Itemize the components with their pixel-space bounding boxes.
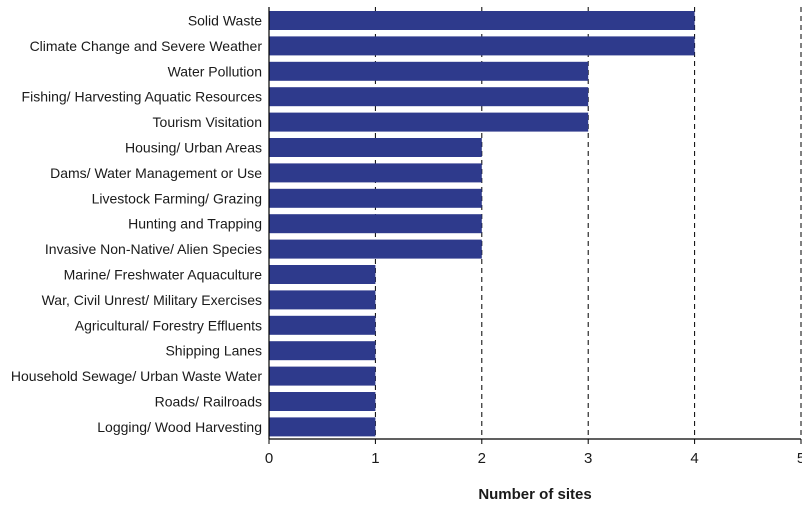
x-axis-title: Number of sites bbox=[478, 486, 591, 503]
category-label: Solid Waste bbox=[188, 13, 262, 29]
x-tick-label: 4 bbox=[690, 450, 698, 467]
x-tick-label: 0 bbox=[265, 450, 273, 467]
x-tick-label: 5 bbox=[797, 450, 802, 467]
bar bbox=[269, 36, 695, 56]
bar bbox=[269, 163, 482, 183]
category-labels: Solid Waste Climate Change and Severe Wea… bbox=[11, 13, 262, 435]
category-label: Tourism Visitation bbox=[153, 114, 262, 130]
bar bbox=[269, 417, 376, 437]
bar bbox=[269, 341, 376, 361]
category-label: Shipping Lanes bbox=[165, 343, 262, 359]
category-label: Invasive Non-Native/ Alien Species bbox=[45, 241, 262, 257]
bar bbox=[269, 290, 376, 310]
bar bbox=[269, 112, 589, 132]
category-label: Agricultural/ Forestry Effluents bbox=[75, 317, 262, 333]
bar bbox=[269, 11, 695, 30]
x-tick-label: 1 bbox=[371, 450, 379, 467]
category-label: Livestock Farming/ Grazing bbox=[92, 190, 262, 206]
bar bbox=[269, 392, 376, 411]
x-tick-labels: 0 1 2 3 4 5 bbox=[265, 450, 802, 467]
bar bbox=[269, 87, 589, 107]
bar bbox=[269, 61, 589, 81]
bar bbox=[269, 366, 376, 386]
category-label: Household Sewage/ Urban Waste Water bbox=[11, 368, 262, 384]
category-label: Fishing/ Harvesting Aquatic Resources bbox=[22, 89, 262, 105]
bar bbox=[269, 239, 482, 259]
category-label: Marine/ Freshwater Aquaculture bbox=[64, 267, 263, 283]
category-label: Climate Change and Severe Weather bbox=[30, 38, 263, 54]
bar bbox=[269, 315, 376, 335]
axes bbox=[268, 7, 802, 444]
category-label: Housing/ Urban Areas bbox=[125, 140, 262, 156]
category-label: Dams/ Water Management or Use bbox=[50, 165, 262, 181]
bar bbox=[269, 188, 482, 208]
bars bbox=[269, 11, 695, 437]
category-label: Roads/ Railroads bbox=[155, 394, 262, 410]
x-tick-label: 2 bbox=[478, 450, 486, 467]
bar bbox=[269, 138, 482, 157]
category-label: Water Pollution bbox=[168, 63, 262, 79]
bar bbox=[269, 265, 376, 284]
x-tick-label: 3 bbox=[584, 450, 592, 467]
category-label: War, Civil Unrest/ Military Exercises bbox=[42, 292, 262, 308]
category-label: Hunting and Trapping bbox=[128, 216, 262, 232]
category-label: Logging/ Wood Harvesting bbox=[97, 419, 262, 435]
bar bbox=[269, 214, 482, 234]
